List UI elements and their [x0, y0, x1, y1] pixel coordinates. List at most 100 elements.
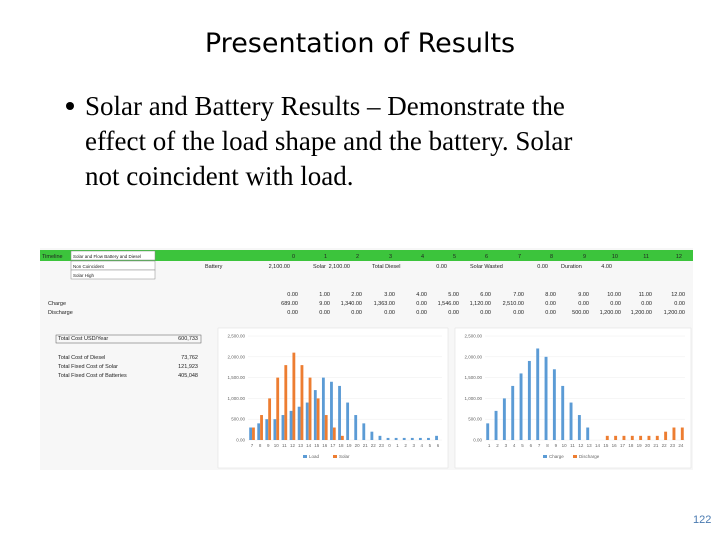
bar	[511, 385, 515, 440]
x-tick-label: 20	[355, 443, 361, 448]
bar	[561, 385, 565, 440]
cell: 1.00	[319, 292, 330, 298]
x-tick-label: 5	[521, 443, 524, 448]
cell: 2,100.00	[329, 264, 350, 270]
x-tick-label: 21	[363, 443, 369, 448]
cost-value: 73,762	[181, 355, 198, 361]
cell: 0.00	[416, 310, 427, 316]
x-tick-label: 14	[595, 443, 601, 448]
x-tick-label: 18	[628, 443, 634, 448]
x-tick-label: 8	[546, 443, 549, 448]
x-tick-label: 24	[678, 443, 684, 448]
cell: Total Diesel	[372, 264, 400, 270]
bar	[324, 415, 328, 440]
x-tick-label: 3	[412, 443, 415, 448]
cell: 0.00	[513, 310, 524, 316]
bar	[672, 427, 676, 440]
cell: Battery	[205, 264, 223, 270]
x-tick-label: 4	[513, 443, 516, 448]
bar	[273, 419, 277, 440]
bar	[257, 423, 261, 440]
header-cell: 1	[324, 254, 327, 260]
bar	[427, 437, 430, 440]
cost-value: 405,048	[178, 373, 198, 379]
x-tick-label: 23	[670, 443, 676, 448]
x-tick-label: 23	[379, 443, 385, 448]
x-tick-label: 7	[251, 443, 254, 448]
bar	[378, 435, 382, 440]
cell: 0.00	[416, 301, 427, 307]
bar	[362, 423, 366, 440]
bar	[313, 390, 317, 440]
y-tick-label: 500.00	[231, 417, 245, 422]
cell: 0.00	[287, 292, 298, 298]
cell: 2,510.00	[503, 301, 524, 307]
cell: 0.00	[448, 310, 459, 316]
cost-label: Total Cost of Diesel	[58, 355, 105, 361]
cell: 0.00	[287, 310, 298, 316]
legend-swatch	[303, 455, 307, 458]
x-tick-label: 22	[371, 443, 377, 448]
cell: 0.00	[319, 310, 330, 316]
cell: 4.00	[416, 292, 427, 298]
x-tick-label: 0	[388, 443, 391, 448]
bar	[418, 437, 422, 440]
x-tick-label: 13	[587, 443, 593, 448]
bar	[308, 377, 312, 440]
header-cell: 8	[550, 254, 553, 260]
bar	[297, 406, 301, 440]
bar	[265, 419, 269, 440]
x-tick-label: 16	[322, 443, 328, 448]
cell: 8.00	[545, 292, 556, 298]
cell: 6.00	[480, 292, 491, 298]
bar	[569, 402, 573, 440]
bar	[305, 402, 309, 440]
bar	[410, 437, 414, 440]
bullet-line: not coincident with load.	[85, 161, 353, 191]
x-tick-label: 2	[496, 443, 499, 448]
cell: 9.00	[578, 292, 589, 298]
bullet	[66, 102, 74, 110]
x-tick-label: 22	[662, 443, 668, 448]
bar	[680, 427, 684, 440]
dropdown[interactable]	[70, 250, 156, 261]
cell: Duration	[561, 264, 582, 270]
bar	[394, 437, 398, 440]
cell: 12.00	[671, 292, 685, 298]
bar	[605, 435, 609, 440]
x-tick-label: 6	[437, 443, 440, 448]
bar	[586, 427, 590, 440]
bar	[630, 435, 634, 440]
cell: 689.00	[281, 301, 298, 307]
x-tick-label: 15	[603, 443, 609, 448]
cell: 500.00	[572, 310, 589, 316]
page-number: 122	[693, 514, 711, 526]
x-tick-label: 6	[530, 443, 533, 448]
bar	[284, 365, 288, 440]
cell: 2,100.00	[269, 264, 290, 270]
cost-label: Total Fixed Cost of Solar	[58, 364, 118, 370]
bar	[276, 377, 280, 440]
y-tick-label: 1,000.00	[464, 396, 482, 401]
x-tick-label: 10	[274, 443, 280, 448]
y-tick-label: 1,500.00	[227, 375, 245, 380]
cell: 0.00	[351, 310, 362, 316]
x-tick-label: 12	[578, 443, 584, 448]
cell: 0.00	[578, 301, 589, 307]
bar	[402, 437, 406, 440]
cell: Discharge	[48, 310, 73, 316]
bar	[664, 431, 668, 440]
bar	[655, 435, 659, 440]
header-cell: 0	[292, 254, 295, 260]
bar	[536, 348, 540, 440]
cell: 1,120.00	[470, 301, 491, 307]
cell: 1,363.00	[374, 301, 395, 307]
dropdown[interactable]	[70, 269, 156, 280]
bar	[502, 398, 506, 440]
x-tick-label: 11	[570, 443, 575, 448]
x-tick-label: 5	[429, 443, 432, 448]
bar	[300, 365, 304, 440]
bar	[252, 427, 255, 440]
x-tick-label: 19	[347, 443, 353, 448]
cost-value: 121,923	[178, 364, 198, 370]
